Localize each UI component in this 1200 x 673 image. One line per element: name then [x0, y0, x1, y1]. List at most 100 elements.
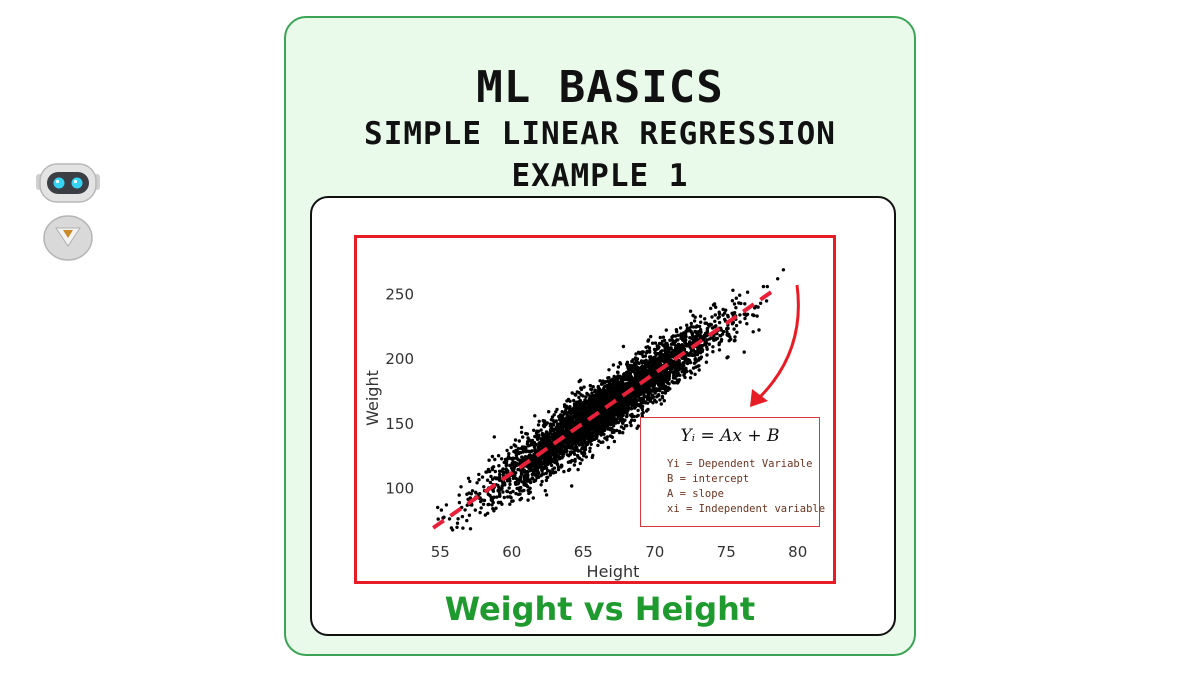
data-point — [734, 296, 738, 300]
data-point — [570, 458, 574, 463]
data-point — [565, 453, 570, 457]
data-point — [521, 435, 525, 439]
data-point — [743, 316, 747, 321]
data-point — [751, 330, 755, 334]
data-point — [548, 430, 552, 434]
data-point — [689, 371, 694, 375]
data-point — [578, 414, 582, 418]
data-point — [619, 381, 624, 385]
data-point — [583, 445, 588, 449]
data-point — [730, 299, 735, 303]
data-point — [536, 471, 540, 475]
data-point — [592, 426, 597, 430]
data-point — [546, 443, 550, 448]
data-point — [490, 503, 494, 507]
data-point — [672, 339, 676, 343]
data-point — [593, 388, 597, 392]
data-point — [705, 328, 709, 333]
data-point — [732, 311, 737, 315]
data-point — [611, 363, 616, 367]
data-point — [566, 424, 571, 428]
data-point — [685, 344, 689, 348]
data-point — [555, 454, 560, 458]
data-point — [776, 277, 780, 281]
data-point — [439, 508, 444, 512]
data-point — [573, 457, 577, 462]
data-point — [504, 470, 509, 474]
data-point — [499, 457, 504, 461]
data-point — [734, 306, 738, 310]
data-point — [648, 387, 652, 392]
data-point — [612, 439, 617, 444]
data-point — [689, 342, 693, 346]
data-point — [698, 314, 703, 318]
data-point — [726, 355, 730, 359]
data-point — [547, 410, 551, 414]
data-point — [738, 320, 742, 324]
data-point — [557, 442, 562, 446]
data-point — [570, 446, 575, 450]
data-point — [705, 353, 709, 357]
data-point — [507, 452, 511, 456]
data-point — [646, 361, 650, 366]
data-point — [650, 358, 654, 363]
data-point — [633, 377, 638, 381]
data-point — [711, 345, 715, 349]
data-point — [480, 475, 485, 479]
data-point — [572, 463, 577, 467]
data-point — [579, 387, 584, 392]
data-point — [688, 359, 692, 363]
data-point — [583, 400, 588, 405]
data-point — [535, 436, 539, 440]
data-point — [560, 456, 564, 460]
data-point — [536, 429, 541, 433]
data-point — [597, 415, 601, 419]
data-point — [615, 428, 619, 433]
data-point — [633, 380, 637, 384]
data-point — [721, 307, 725, 312]
data-point — [516, 446, 521, 451]
data-point — [593, 393, 597, 398]
data-point — [524, 431, 528, 436]
data-point — [717, 315, 721, 319]
data-point — [482, 485, 486, 489]
data-point — [515, 456, 519, 460]
data-point — [676, 348, 680, 352]
data-point — [618, 417, 622, 421]
data-point — [606, 419, 611, 423]
data-point — [598, 404, 602, 408]
data-point — [683, 359, 687, 363]
data-point — [570, 391, 574, 395]
data-point — [603, 380, 608, 384]
data-point — [664, 376, 668, 381]
data-point — [658, 398, 662, 402]
data-point — [693, 372, 697, 376]
data-point — [627, 373, 632, 377]
data-point — [610, 419, 614, 424]
data-point — [630, 368, 634, 373]
data-point — [657, 356, 661, 360]
data-point — [491, 507, 495, 511]
data-point — [621, 431, 625, 435]
data-point — [699, 330, 703, 334]
x-tick-label: 75 — [717, 543, 736, 561]
data-point — [514, 453, 519, 457]
data-point — [649, 334, 653, 339]
data-point — [678, 326, 683, 330]
data-point — [564, 411, 568, 415]
data-point — [528, 480, 533, 485]
data-point — [511, 499, 515, 503]
data-point — [745, 322, 749, 326]
data-point — [525, 477, 529, 482]
formula-legend-item: xi = Independent variable — [667, 503, 826, 515]
data-point — [563, 420, 568, 424]
data-point — [653, 351, 657, 355]
data-point — [689, 329, 693, 334]
data-point — [629, 418, 634, 422]
data-point — [559, 418, 563, 422]
data-point — [588, 440, 592, 444]
data-point — [647, 381, 651, 385]
data-point — [572, 415, 577, 419]
data-point — [535, 458, 540, 463]
data-point — [663, 387, 667, 391]
